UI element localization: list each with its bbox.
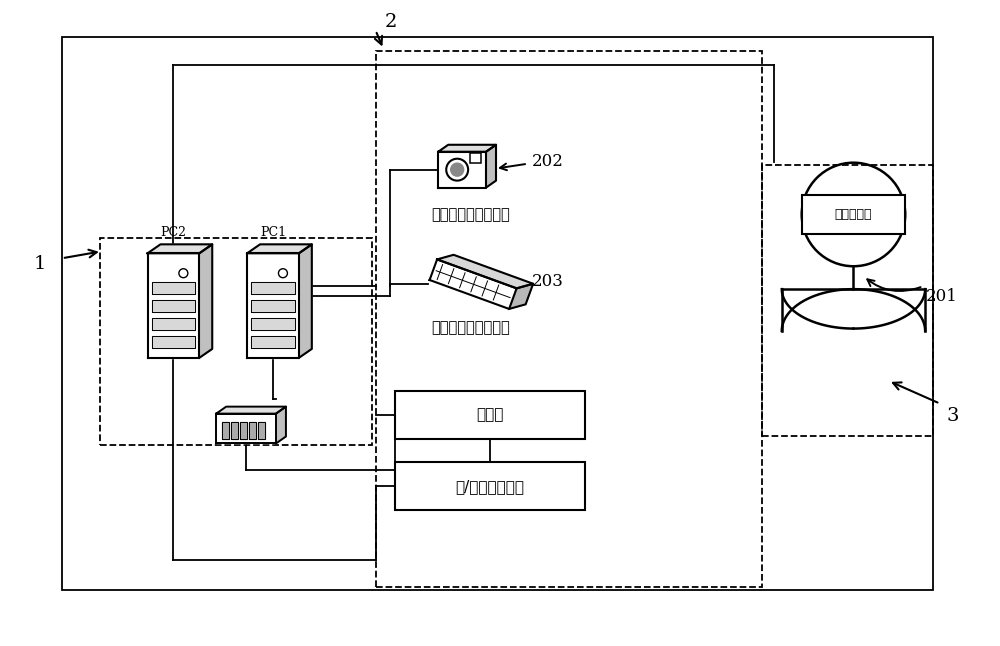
Polygon shape (152, 318, 195, 330)
Text: 力/触觉反馈机构: 力/触觉反馈机构 (456, 479, 525, 494)
Polygon shape (438, 145, 496, 152)
Polygon shape (430, 260, 517, 309)
Text: 2: 2 (384, 14, 397, 31)
Polygon shape (148, 253, 199, 358)
Polygon shape (251, 336, 295, 348)
Polygon shape (251, 282, 295, 294)
Polygon shape (486, 145, 496, 187)
Polygon shape (216, 406, 286, 413)
Polygon shape (276, 406, 286, 444)
Polygon shape (438, 152, 486, 187)
Bar (802, 194, 905, 234)
Polygon shape (251, 300, 295, 312)
Text: PC2: PC2 (160, 226, 186, 240)
Polygon shape (152, 336, 195, 348)
Bar (100, 238, 372, 446)
Polygon shape (299, 244, 312, 358)
Text: 1: 1 (34, 255, 46, 273)
Circle shape (451, 163, 464, 176)
Polygon shape (251, 318, 295, 330)
Polygon shape (222, 422, 229, 439)
Text: 头部运动跟踪传感器: 头部运动跟踪传感器 (431, 207, 510, 222)
Bar (395, 463, 585, 510)
Polygon shape (437, 255, 533, 288)
Bar (470, 152, 481, 163)
Text: 201: 201 (926, 287, 958, 305)
Polygon shape (199, 244, 212, 358)
Text: 手部运动跟踪传感器: 手部运动跟踪传感器 (431, 320, 510, 335)
Polygon shape (148, 244, 212, 253)
Bar (62, 37, 933, 590)
Text: 203: 203 (532, 273, 564, 289)
Polygon shape (152, 282, 195, 294)
Bar (376, 51, 762, 587)
Polygon shape (216, 413, 276, 444)
Polygon shape (249, 422, 256, 439)
Polygon shape (509, 284, 533, 309)
Text: PC1: PC1 (260, 226, 286, 240)
Polygon shape (231, 422, 238, 439)
Text: 控制器: 控制器 (476, 407, 504, 422)
Polygon shape (240, 422, 247, 439)
Polygon shape (247, 244, 312, 253)
Bar (762, 165, 933, 435)
Text: 202: 202 (532, 153, 564, 170)
Polygon shape (247, 253, 299, 358)
Polygon shape (152, 300, 195, 312)
Bar (395, 391, 585, 439)
Text: 头盔显示器: 头盔显示器 (835, 208, 872, 221)
Polygon shape (258, 422, 265, 439)
Text: 3: 3 (947, 406, 959, 424)
